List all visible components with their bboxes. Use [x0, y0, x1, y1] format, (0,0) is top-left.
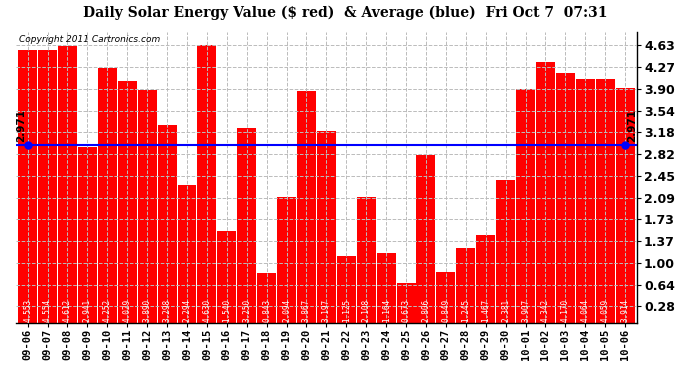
Bar: [496, 180, 515, 323]
Text: 1.467: 1.467: [481, 299, 490, 322]
Text: 4.064: 4.064: [581, 299, 590, 322]
Bar: [576, 79, 595, 323]
Bar: [357, 196, 375, 323]
Text: 4.342: 4.342: [541, 299, 550, 322]
Text: 2.971: 2.971: [627, 109, 637, 142]
Bar: [456, 248, 475, 323]
Text: 3.298: 3.298: [163, 299, 172, 322]
Text: 3.890: 3.890: [143, 299, 152, 322]
Text: Copyright 2011 Cartronics.com: Copyright 2011 Cartronics.com: [19, 35, 160, 44]
Bar: [297, 91, 316, 323]
Text: 0.843: 0.843: [262, 299, 271, 322]
Bar: [436, 272, 455, 323]
Bar: [277, 197, 296, 323]
Text: 2.941: 2.941: [83, 299, 92, 322]
Bar: [516, 88, 535, 323]
Bar: [157, 125, 177, 323]
Bar: [317, 131, 336, 323]
Text: 4.612: 4.612: [63, 299, 72, 322]
Bar: [595, 80, 615, 323]
Text: 2.094: 2.094: [282, 299, 291, 322]
Text: 1.164: 1.164: [382, 299, 391, 322]
Text: 2.108: 2.108: [362, 299, 371, 322]
Text: 4.252: 4.252: [103, 299, 112, 322]
Bar: [38, 50, 57, 323]
Bar: [536, 62, 555, 323]
Text: 3.867: 3.867: [302, 299, 311, 322]
Bar: [197, 45, 217, 323]
Text: 1.245: 1.245: [462, 299, 471, 322]
Text: 4.170: 4.170: [561, 299, 570, 322]
Text: 0.849: 0.849: [442, 299, 451, 322]
Text: 4.554: 4.554: [43, 299, 52, 322]
Bar: [237, 128, 256, 323]
Text: 4.029: 4.029: [123, 299, 132, 322]
Bar: [377, 253, 395, 323]
Bar: [397, 283, 415, 323]
Text: 2.294: 2.294: [182, 299, 192, 322]
Text: 3.250: 3.250: [242, 299, 251, 322]
Bar: [615, 88, 635, 323]
Bar: [18, 50, 37, 323]
Text: 3.197: 3.197: [322, 299, 331, 322]
Bar: [257, 273, 276, 323]
Text: 0.673: 0.673: [402, 299, 411, 322]
Text: 1.540: 1.540: [222, 299, 231, 322]
Bar: [78, 147, 97, 323]
Text: 4.630: 4.630: [202, 299, 211, 322]
Bar: [177, 185, 197, 323]
Bar: [417, 154, 435, 323]
Bar: [118, 81, 137, 323]
Text: 2.971: 2.971: [16, 109, 26, 142]
Text: 3.914: 3.914: [620, 299, 629, 322]
Bar: [138, 90, 157, 323]
Text: Daily Solar Energy Value ($ red)  & Average (blue)  Fri Oct 7  07:31: Daily Solar Energy Value ($ red) & Avera…: [83, 6, 607, 20]
Text: 2.806: 2.806: [422, 299, 431, 322]
Text: 2.381: 2.381: [501, 299, 510, 322]
Bar: [98, 68, 117, 323]
Bar: [217, 231, 236, 323]
Text: 4.553: 4.553: [23, 299, 32, 322]
Text: 1.125: 1.125: [342, 299, 351, 322]
Bar: [556, 73, 575, 323]
Text: 3.907: 3.907: [521, 299, 530, 322]
Bar: [58, 46, 77, 323]
Bar: [337, 256, 356, 323]
Text: 4.059: 4.059: [601, 299, 610, 322]
Bar: [476, 235, 495, 323]
